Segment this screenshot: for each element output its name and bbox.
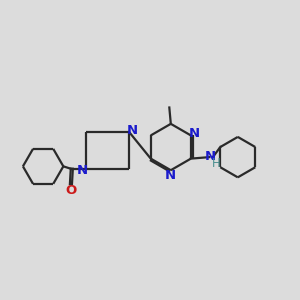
Text: N: N [77,164,88,177]
Text: N: N [165,169,176,182]
Text: N: N [205,150,216,163]
Text: H: H [212,157,220,170]
Text: O: O [65,184,76,196]
Text: N: N [127,124,138,137]
Text: N: N [189,127,200,140]
